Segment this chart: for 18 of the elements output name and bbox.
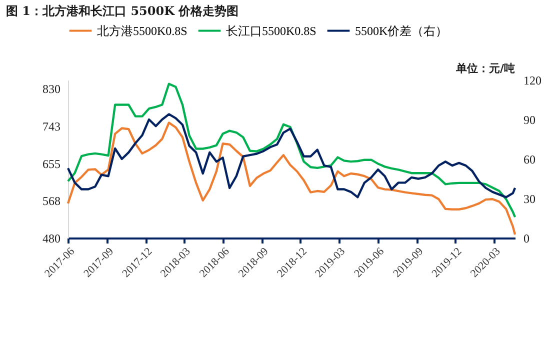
line-series [66,122,516,236]
y2-tick-label: 60 [524,152,536,166]
line-series [66,82,516,218]
text: 单位：元/吨 [454,62,515,75]
line-series [66,113,516,198]
y2-tick-label: 120 [524,74,542,88]
y-tick-label: 480 [42,232,60,246]
legend-label: 5500K价差（右） [355,24,448,38]
y-tick-label: 830 [42,82,60,96]
y-tick-label: 568 [42,194,60,208]
y2-tick-label: 0 [524,232,530,246]
legend-label: 北方港5500K0.8S [97,24,188,38]
y-tick-label: 655 [42,156,60,171]
y2-tick-label: 30 [524,192,536,206]
legend-label: 长江口5500K0.8S [226,24,316,38]
y2-tick-label: 90 [524,113,536,127]
chart-title: 图 1：北方港和长江口 5500K 价格走势图 [6,4,239,18]
y-tick-label: 743 [42,119,60,134]
